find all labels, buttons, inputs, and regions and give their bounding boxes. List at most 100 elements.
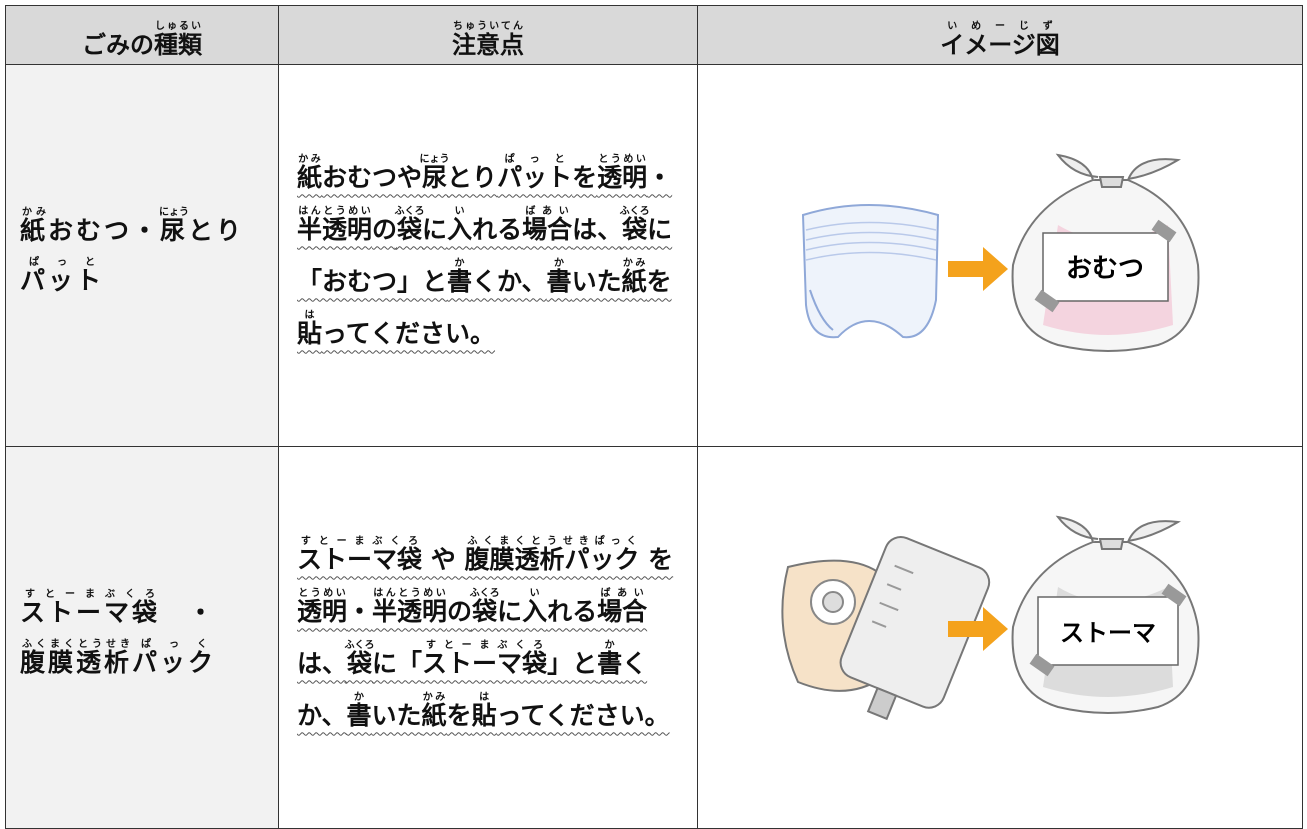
base-text: パット [20,265,105,295]
reading: とうせき [76,638,133,650]
ruby-word: 尿にょう [159,207,190,245]
note-cell: 紙かみおむつや尿にょうとりパットぱっとを透明とうめい・半透明はんとうめいの袋ふく… [278,64,698,447]
ruby-word: 腹膜透析パックふくまくとうせきぱっく [464,536,640,574]
reading: すとーまぶくろ [297,535,422,547]
text: とり [188,215,245,245]
reading: ぱっと [497,153,573,165]
base-text: 書 [346,700,372,730]
base-text: 書 [546,266,572,296]
base-text: 腹膜 [20,647,77,677]
reading: かみ [297,153,323,165]
reading: にょう [159,206,190,218]
text: とり [447,162,498,192]
ruby-word: 書か [597,640,623,678]
ruby-word: 入い [522,588,548,626]
text: れる [547,596,598,626]
reading: か [546,257,572,269]
reading: ふくまく [20,638,77,650]
base-text: 尿 [159,215,190,245]
header-cell: ごみの種類しゅるい [5,5,279,65]
base-text: 書 [597,648,623,678]
text: の [447,596,473,626]
reading: ふくろ [344,639,375,651]
text: に [497,596,523,626]
ruby-word: 腹膜ふくまく [20,639,77,677]
base-text: 場合 [597,596,648,626]
ruby-word: 透明とうめい [597,154,647,192]
text: いた [571,266,622,296]
text: を [646,266,672,296]
note-text: 紙かみおむつや尿にょうとりパットぱっとを透明とうめい・半透明はんとうめいの袋ふく… [297,154,673,348]
ruby-word: 袋ふくろ [469,588,500,626]
text: に「おむつ」と [297,214,673,296]
base-text: 半透明 [297,214,373,244]
text: ・ [647,162,673,192]
text: の [372,214,398,244]
reading: すとーまぶくろ [20,588,161,600]
base-text: 袋 [344,648,375,678]
image-label: おむつ [1066,254,1144,284]
reading: ばあい [522,205,573,217]
reading: しゅるい [154,21,202,32]
reading: ふくろ [469,587,500,599]
base-text: 入 [447,214,473,244]
ruby-word: 尿にょう [419,154,450,192]
base-text: 注意点 [452,31,524,59]
reading: は [471,691,497,703]
ruby-word: 紙かみ [20,207,49,245]
reading: ふくろ [619,205,650,217]
image-cell: ストーマ [697,446,1303,829]
base-text: 種類 [154,31,202,59]
category-cell: ストーマ袋すとーまぶくろ ・ 腹膜ふくまく透析とうせきパックぱっく [5,446,279,829]
text: を [639,544,674,574]
text: ・ [160,597,245,627]
ruby-word: 紙かみ [297,154,322,192]
reading: か [597,639,623,651]
reading: い [522,587,548,599]
base-text: ストーマ袋 [297,544,423,574]
base-text: 腹膜透析パック [464,544,640,574]
reading: いめーじず [940,21,1060,32]
base-text: 袋 [469,596,500,626]
base-text: 袋 [619,214,650,244]
reading: か [346,691,372,703]
ruby-word: ストーマ袋すとーまぶくろ [297,536,423,574]
ruby-word: 書か [447,258,472,296]
reading: ばあい [597,587,648,599]
ruby-word: 半透明はんとうめい [297,206,373,244]
base-text: パック [132,647,217,677]
ruby-word: 場合ばあい [522,206,572,244]
ruby-word: 入い [447,206,473,244]
text: いた [371,700,422,730]
reading: は [297,309,322,321]
text: に「 [372,648,423,678]
ruby-word: パックぱっく [132,639,217,677]
base-text: 入 [522,596,548,626]
ruby-word: 場合ばあい [597,588,648,626]
ruby-word: 注意点ちゅういてん [452,22,524,60]
text: に [422,214,448,244]
ruby-word: 貼は [472,692,497,730]
category-cell: 紙かみおむつ・尿にょうとりパットぱっと [5,64,279,447]
ruby-word: 透析とうせき [76,639,133,677]
reading: ちゅういてん [452,21,524,32]
ruby-word: 袋ふくろ [619,206,650,244]
base-text: 透析 [76,647,133,677]
ruby-word: 書か [546,258,572,296]
ruby-word: 紙かみ [422,692,447,730]
text: ・ [347,596,373,626]
base-text: 紙 [20,215,49,245]
text: れる [472,214,523,244]
ruby-word: 書か [346,692,372,730]
base-text: 袋 [394,214,425,244]
ruby-word: 透明とうめい [297,588,347,626]
base-text: パット [497,162,573,192]
image-cell: おむつ [697,64,1303,447]
base-text: 紙 [621,266,647,296]
header-row: ごみの種類しゅるい 注意点ちゅういてん イメージ図いめーじず [5,5,1303,65]
ruby-word: パットぱっと [497,154,573,192]
header-cell: イメージ図いめーじず [697,5,1303,65]
base-text: 尿 [419,162,450,192]
note-text: ストーマ袋すとーまぶくろ や 腹膜透析パックふくまくとうせきぱっく を透明とうめ… [297,536,674,730]
waste-table: ごみの種類しゅるい 注意点ちゅういてん イメージ図いめーじず 紙かみおむつ・尿に… [5,5,1303,829]
